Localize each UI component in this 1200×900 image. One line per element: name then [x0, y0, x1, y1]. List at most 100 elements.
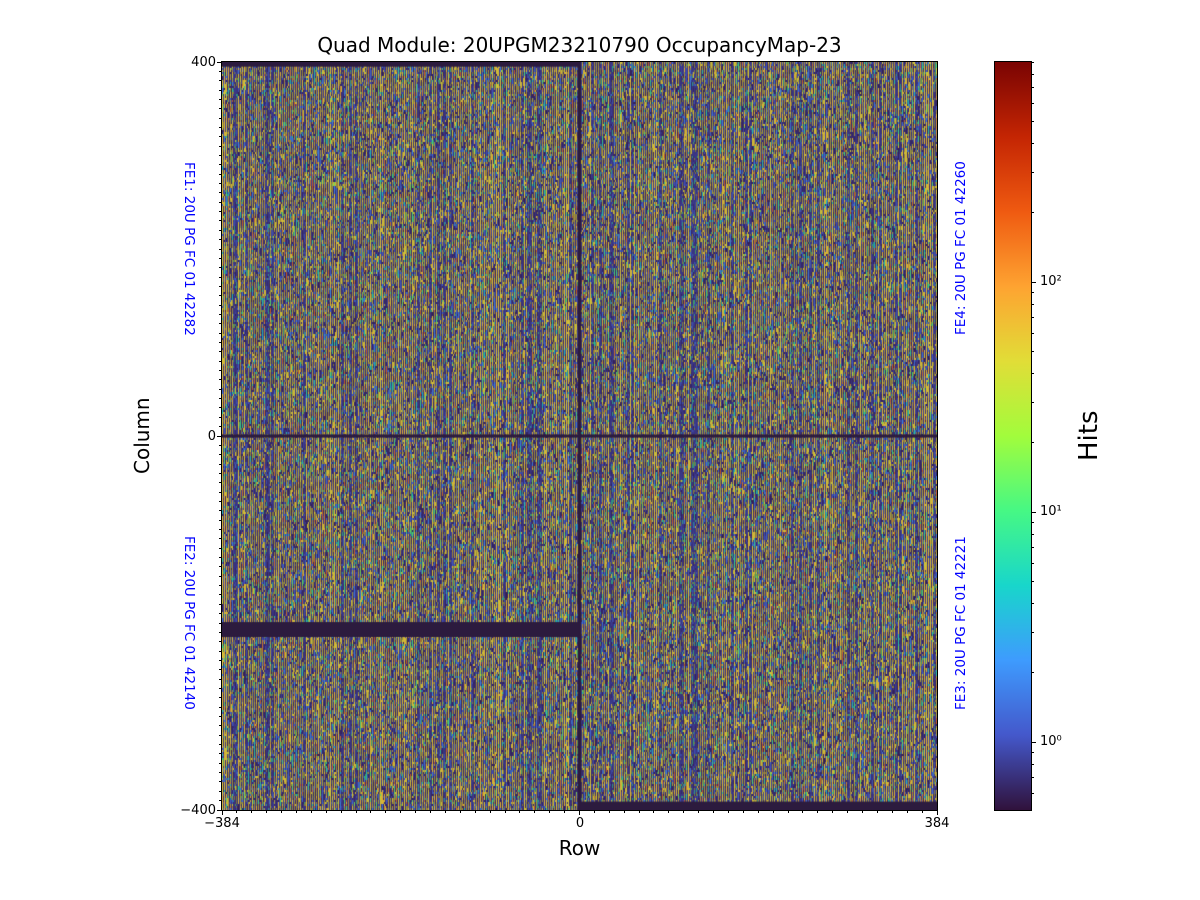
y-major-tick [217, 809, 221, 811]
y-minor-tick [219, 360, 221, 362]
y-minor-tick [219, 313, 221, 315]
colorbar-minor-tick [1032, 401, 1034, 403]
y-minor-tick [219, 164, 221, 166]
y-minor-tick [219, 229, 221, 231]
fe4-label: FE4: 20U PG FC 01 42260 [953, 161, 969, 336]
y-minor-tick [219, 482, 221, 484]
x-minor-tick [310, 811, 312, 813]
y-minor-tick [219, 744, 221, 746]
colorbar-minor-tick [1032, 547, 1034, 549]
x-minor-tick [385, 811, 387, 813]
x-minor-tick [727, 811, 729, 813]
colorbar-minor-tick [1032, 303, 1034, 305]
x-minor-tick [668, 811, 670, 813]
x-minor-tick [281, 811, 283, 813]
colorbar-major-tick [1032, 741, 1036, 743]
y-minor-tick [219, 697, 221, 699]
x-minor-tick [549, 811, 551, 813]
y-minor-tick [219, 669, 221, 671]
colorbar-minor-tick [1032, 522, 1034, 524]
y-minor-tick [219, 491, 221, 493]
x-minor-tick [832, 811, 834, 813]
x-minor-tick [593, 811, 595, 813]
colorbar-minor-tick [1032, 763, 1034, 765]
x-minor-tick [400, 811, 402, 813]
colorbar-minor-tick [1032, 672, 1034, 674]
y-minor-tick [219, 463, 221, 465]
y-minor-tick [219, 641, 221, 643]
y-minor-tick [219, 734, 221, 736]
y-minor-tick [219, 117, 221, 119]
y-minor-tick [219, 444, 221, 446]
y-minor-tick [219, 351, 221, 353]
x-minor-tick [325, 811, 327, 813]
x-minor-tick [817, 811, 819, 813]
y-minor-tick [219, 388, 221, 390]
x-minor-tick [757, 811, 759, 813]
x-minor-tick [266, 811, 268, 813]
y-minor-tick [219, 267, 221, 269]
y-tick-label-zero: 0 [207, 429, 216, 444]
colorbar-major-tick [1032, 281, 1036, 283]
y-minor-tick [219, 183, 221, 185]
x-minor-tick [742, 811, 744, 813]
y-minor-tick [219, 500, 221, 502]
x-minor-tick [891, 811, 893, 813]
fe2-label: FE2: 20U PG FC 01 42140 [181, 536, 197, 710]
x-minor-tick [623, 811, 625, 813]
y-minor-tick [219, 323, 221, 325]
colorbar-minor-tick [1032, 350, 1034, 352]
y-minor-tick [219, 248, 221, 250]
y-minor-tick [219, 529, 221, 530]
y-minor-tick [219, 706, 221, 708]
y-minor-tick [219, 716, 221, 717]
y-minor-tick [219, 781, 221, 783]
y-minor-tick [219, 613, 221, 615]
colorbar-minor-tick [1032, 752, 1034, 754]
x-minor-tick [295, 811, 297, 813]
colorbar-minor-tick [1032, 580, 1034, 582]
colorbar-minor-tick [1032, 631, 1034, 633]
x-minor-tick [638, 811, 640, 813]
y-minor-tick [219, 379, 221, 381]
plot-area [221, 61, 938, 811]
colorbar-minor-tick [1032, 603, 1034, 605]
colorbar-minor-tick [1032, 442, 1034, 444]
y-minor-tick [219, 585, 221, 587]
x-tick-label-min: −384 [204, 816, 240, 831]
y-minor-tick [219, 519, 221, 521]
x-minor-tick [251, 811, 253, 813]
fe3-label: FE3: 20U PG FC 01 42221 [953, 536, 969, 710]
y-minor-tick [219, 304, 221, 306]
y-minor-tick [219, 547, 221, 549]
y-minor-tick [219, 80, 221, 82]
y-minor-tick [219, 239, 221, 241]
y-minor-tick [219, 603, 221, 605]
x-minor-tick [906, 811, 908, 813]
y-minor-tick [219, 426, 221, 428]
colorbar-minor-tick [1032, 792, 1034, 794]
y-minor-tick [219, 192, 221, 194]
x-major-tick [221, 811, 223, 815]
y-minor-tick [219, 285, 221, 287]
y-minor-tick [219, 594, 221, 596]
y-minor-tick [219, 454, 221, 456]
x-minor-tick [370, 811, 372, 813]
y-major-tick [217, 435, 221, 437]
x-minor-tick [862, 811, 864, 813]
x-minor-tick [683, 811, 685, 813]
colorbar-minor-tick [1032, 120, 1034, 122]
x-minor-tick [340, 811, 342, 813]
y-minor-tick [219, 332, 221, 334]
x-minor-tick [921, 811, 923, 813]
y-minor-tick [219, 622, 221, 624]
y-minor-tick [219, 89, 221, 91]
y-minor-tick [219, 753, 221, 755]
colorbar-minor-tick [1032, 292, 1034, 294]
y-minor-tick [219, 566, 221, 568]
y-minor-tick [219, 173, 221, 175]
x-minor-tick [802, 811, 804, 813]
colorbar-minor-tick [1032, 212, 1034, 214]
y-minor-tick [219, 108, 221, 110]
